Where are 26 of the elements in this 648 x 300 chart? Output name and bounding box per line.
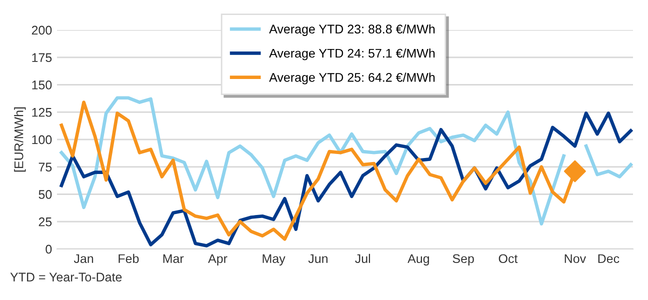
y-tick-label: 125 xyxy=(32,108,52,117)
y-axis-title: [EUR/MWh] xyxy=(14,107,26,172)
x-tick-label: Nov xyxy=(564,254,586,264)
y-tick-label: 150 xyxy=(32,80,52,90)
x-tick-label: Apr xyxy=(208,254,228,266)
y-tick-label: 0 xyxy=(46,244,52,254)
legend-label: Average YTD 24: 57.1 €/MWh xyxy=(269,48,435,60)
x-tick-label: Jun xyxy=(308,254,328,264)
x-tick-label: Feb xyxy=(118,254,139,264)
x-tick-label: May xyxy=(262,254,286,266)
x-tick-label: Sep xyxy=(452,254,474,266)
y-tick-label: 75 xyxy=(38,162,52,172)
x-tick-label: Aug xyxy=(408,254,429,266)
x-tick-label: Jul xyxy=(355,254,370,264)
y-tick-label: 25 xyxy=(38,217,52,226)
y-tick-label: 50 xyxy=(38,190,52,199)
x-tick-label: Oct xyxy=(498,254,518,264)
legend-label: Average YTD 25: 64.2 €/MWh xyxy=(269,72,435,84)
x-tick-label: Jan xyxy=(74,254,94,264)
text: YTD = Year-To-Date xyxy=(10,272,122,282)
x-tick-label: Dec xyxy=(598,254,620,264)
y-tick-label: 175 xyxy=(32,53,52,62)
legend-label: Average YTD 23: 88.8 €/MWh xyxy=(269,24,435,36)
x-tick-label: Mar xyxy=(163,254,184,264)
y-tick-label: 200 xyxy=(32,26,52,35)
y-tick-label: 100 xyxy=(32,135,52,144)
